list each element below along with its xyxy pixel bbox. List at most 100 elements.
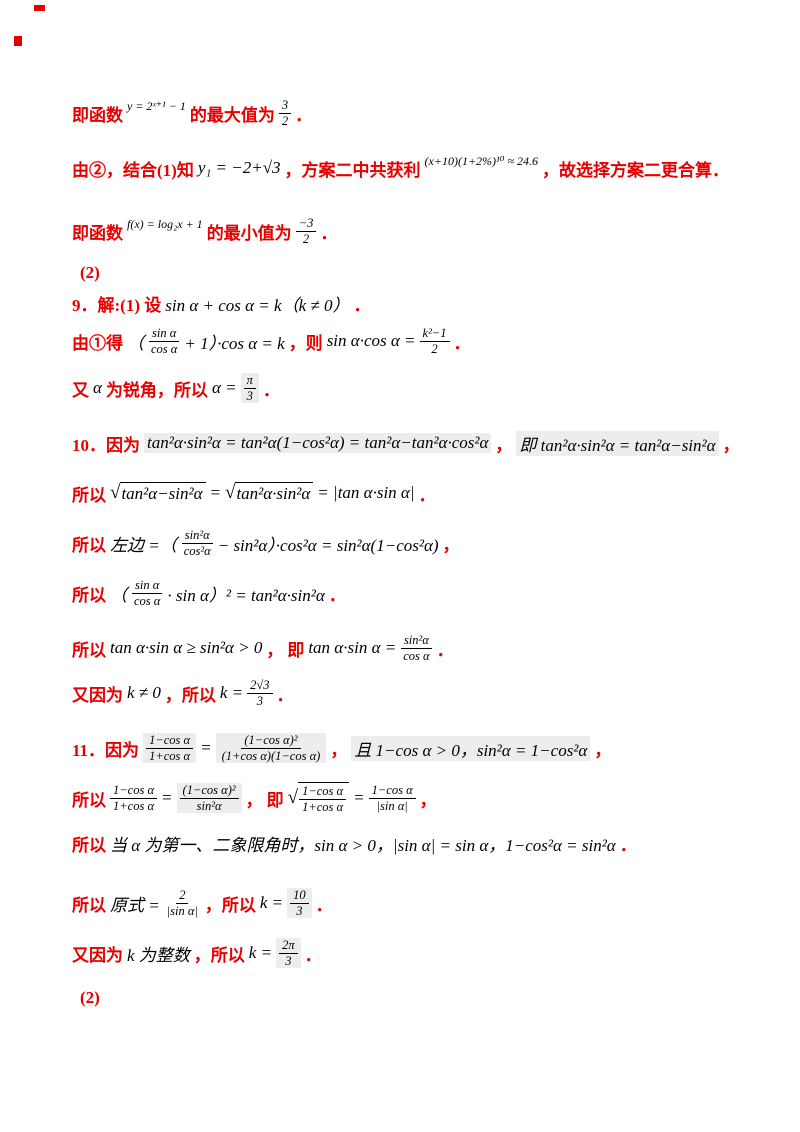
math-expression: = |tan α·sin α| bbox=[317, 483, 415, 502]
math-expression: = bbox=[161, 788, 173, 807]
answer-text: 所以 bbox=[72, 535, 106, 555]
fraction-denominator: |sin α| bbox=[166, 903, 198, 918]
math-expression: (x+10)(1+2%)¹⁰ ≈ 24.6 bbox=[424, 153, 539, 168]
answer-text: ，故选择方案二更合算． bbox=[542, 160, 730, 180]
fraction-numerator: 10 bbox=[290, 888, 309, 904]
answer-text: ． bbox=[353, 295, 371, 315]
answer-text: ， bbox=[722, 435, 740, 455]
sqrt-expression: √ tan²α·sin²α bbox=[225, 482, 314, 504]
answer-text: 由②，结合(1)知 bbox=[72, 160, 194, 180]
math-expression: （ bbox=[110, 585, 127, 605]
answer-text: 即函数 bbox=[72, 223, 123, 243]
fraction-denominator: 2 bbox=[281, 113, 289, 128]
fraction: 1−cos α |sin α| bbox=[368, 783, 416, 813]
fraction: 1−cos α 1+cos α bbox=[298, 782, 350, 814]
answer-text: 9．解:(1) 设 bbox=[72, 295, 162, 315]
answer-text: ，方案二中共获利 bbox=[284, 160, 421, 180]
fraction-numerator: π bbox=[243, 373, 256, 389]
answer-text: ． bbox=[304, 945, 322, 965]
math-expression: y = 2ˣ⁺¹ − 1 bbox=[127, 98, 186, 113]
math-expression: sin α·cos α = bbox=[326, 331, 416, 350]
fraction: (1−cos α)² (1+cos α)(1−cos α) bbox=[215, 733, 327, 763]
fraction-numerator: sin α bbox=[132, 578, 163, 594]
fraction-numerator: 3 bbox=[278, 98, 292, 114]
answer-text: 的最大值为 bbox=[189, 105, 275, 125]
fraction-numerator: sin²α bbox=[400, 633, 432, 649]
solution-line: 所以 √ tan²α−sin²α = √ tan²α·sin²α = |tan α·sin … bbox=[70, 474, 438, 512]
fraction-denominator: cos α bbox=[134, 593, 161, 608]
answer-text: ． bbox=[295, 105, 313, 125]
solution-line: 由①得（sin α cos α + 1）·cos α = k ，则 sin α·cos … bbox=[70, 322, 473, 360]
radicand: tan²α·sin²α bbox=[235, 482, 314, 504]
solution-line: 即函数 f(x) = log₂x + 1 的最小值为 −3 2 ． bbox=[70, 212, 339, 250]
answer-text: ，所以 bbox=[193, 945, 245, 965]
answer-text: 所以 bbox=[72, 585, 106, 605]
solution-line: 11．因为 1−cos α 1+cos α = (1−cos α)² (1+cos α)(… bbox=[70, 729, 613, 767]
math-expression: − sin²α）·cos²α = sin²α(1−cos²α) bbox=[217, 535, 439, 555]
answer-text: 所以 bbox=[72, 790, 106, 810]
fraction-numerator: −3 bbox=[295, 216, 317, 232]
solution-line: 所以 原式 = 2 |sin α| ，所以 k = 10 3 ． bbox=[70, 884, 335, 922]
fraction-denominator: 3 bbox=[256, 693, 263, 708]
answer-text: ， bbox=[442, 535, 460, 555]
math-expression: f(x) = log₂x + 1 bbox=[127, 216, 203, 231]
math-expression: 当 α 为第一、二象限角时，sin α > 0，|sin α| = sin α，… bbox=[110, 835, 616, 855]
fraction-numerator: 1−cos α bbox=[146, 733, 194, 749]
math-expression: k 为整数 bbox=[127, 945, 190, 965]
fraction: 2 |sin α| bbox=[164, 888, 201, 918]
fraction-denominator: cos²α bbox=[183, 543, 211, 558]
answer-text: 又因为 bbox=[72, 945, 123, 965]
answer-text: ． bbox=[436, 640, 454, 660]
answer-text: 10．因为 bbox=[72, 435, 140, 455]
math-expression: 原式 = bbox=[110, 895, 160, 915]
fraction-denominator: 1+cos α bbox=[149, 748, 191, 763]
fraction-denominator: cos α bbox=[151, 341, 178, 356]
fraction: 2√3 3 bbox=[247, 678, 273, 708]
answer-text: ， bbox=[245, 790, 263, 810]
solution-line: 所以当 α 为第一、二象限角时，sin α > 0，|sin α| = sin … bbox=[70, 824, 639, 862]
answer-text: 即 bbox=[266, 790, 284, 810]
sqrt-expression: √ tan²α−sin²α bbox=[110, 482, 206, 504]
answer-text: 为锐角，所以 bbox=[105, 380, 208, 400]
fraction-numerator: 2π bbox=[279, 938, 298, 954]
fraction-denominator: |sin α| bbox=[376, 798, 408, 813]
answer-text: ． bbox=[418, 485, 436, 505]
radicand: tan²α−sin²α bbox=[120, 482, 206, 504]
answer-text: ， bbox=[330, 740, 348, 760]
math-expression: + 1）·cos α = k bbox=[184, 333, 285, 353]
red-stray-mark bbox=[34, 5, 45, 11]
answer-text: 所以 bbox=[72, 485, 106, 505]
answer-text: ， bbox=[419, 790, 437, 810]
math-expression: α bbox=[93, 378, 102, 397]
fraction: k²−1 2 bbox=[419, 326, 450, 356]
math-expression: = bbox=[353, 788, 365, 807]
solution-line: 所以（sin α cos α · sin α）² = tan²α·sin²α ． bbox=[70, 574, 348, 612]
answer-text: (2) bbox=[80, 263, 100, 282]
fraction: sin²α cos α bbox=[400, 633, 432, 663]
solution-line: 所以 tan α·sin α ≥ sin²α > 0，即 tan α·sin α =… bbox=[70, 629, 456, 667]
fraction-numerator: 1−cos α bbox=[110, 783, 158, 799]
fraction: 2π 3 bbox=[276, 938, 301, 968]
answer-text: ． bbox=[276, 685, 294, 705]
math-expression: tan α·sin α ≥ sin²α > 0 bbox=[110, 638, 263, 657]
fraction-numerator: (1−cos α)² bbox=[179, 783, 239, 799]
answer-text: ，所以 bbox=[204, 895, 256, 915]
fraction-numerator: sin²α bbox=[181, 528, 213, 544]
fraction: 1−cos α 1+cos α bbox=[110, 783, 158, 813]
math-expression: · sin α）² = tan²α·sin²α bbox=[167, 585, 325, 605]
fraction-denominator: 3 bbox=[285, 953, 292, 968]
fraction-denominator: 1+cos α bbox=[302, 799, 344, 814]
solution-line: 10．因为 tan²α·sin²α = tan²α(1−cos²α) = tan²… bbox=[70, 424, 742, 462]
fraction-denominator: (1+cos α)(1−cos α) bbox=[221, 748, 321, 763]
fraction-denominator: 3 bbox=[296, 903, 303, 918]
answer-text: ． bbox=[320, 223, 338, 243]
fraction-numerator: sin α bbox=[149, 326, 180, 342]
math-expression: = bbox=[209, 483, 221, 502]
fraction: −3 2 bbox=[295, 216, 317, 246]
math-expression: 且 1−cos α > 0，sin²α = 1−cos²α bbox=[351, 735, 591, 761]
fraction: 1−cos α 1+cos α bbox=[143, 733, 197, 763]
math-expression: k ≠ 0 bbox=[127, 683, 161, 702]
